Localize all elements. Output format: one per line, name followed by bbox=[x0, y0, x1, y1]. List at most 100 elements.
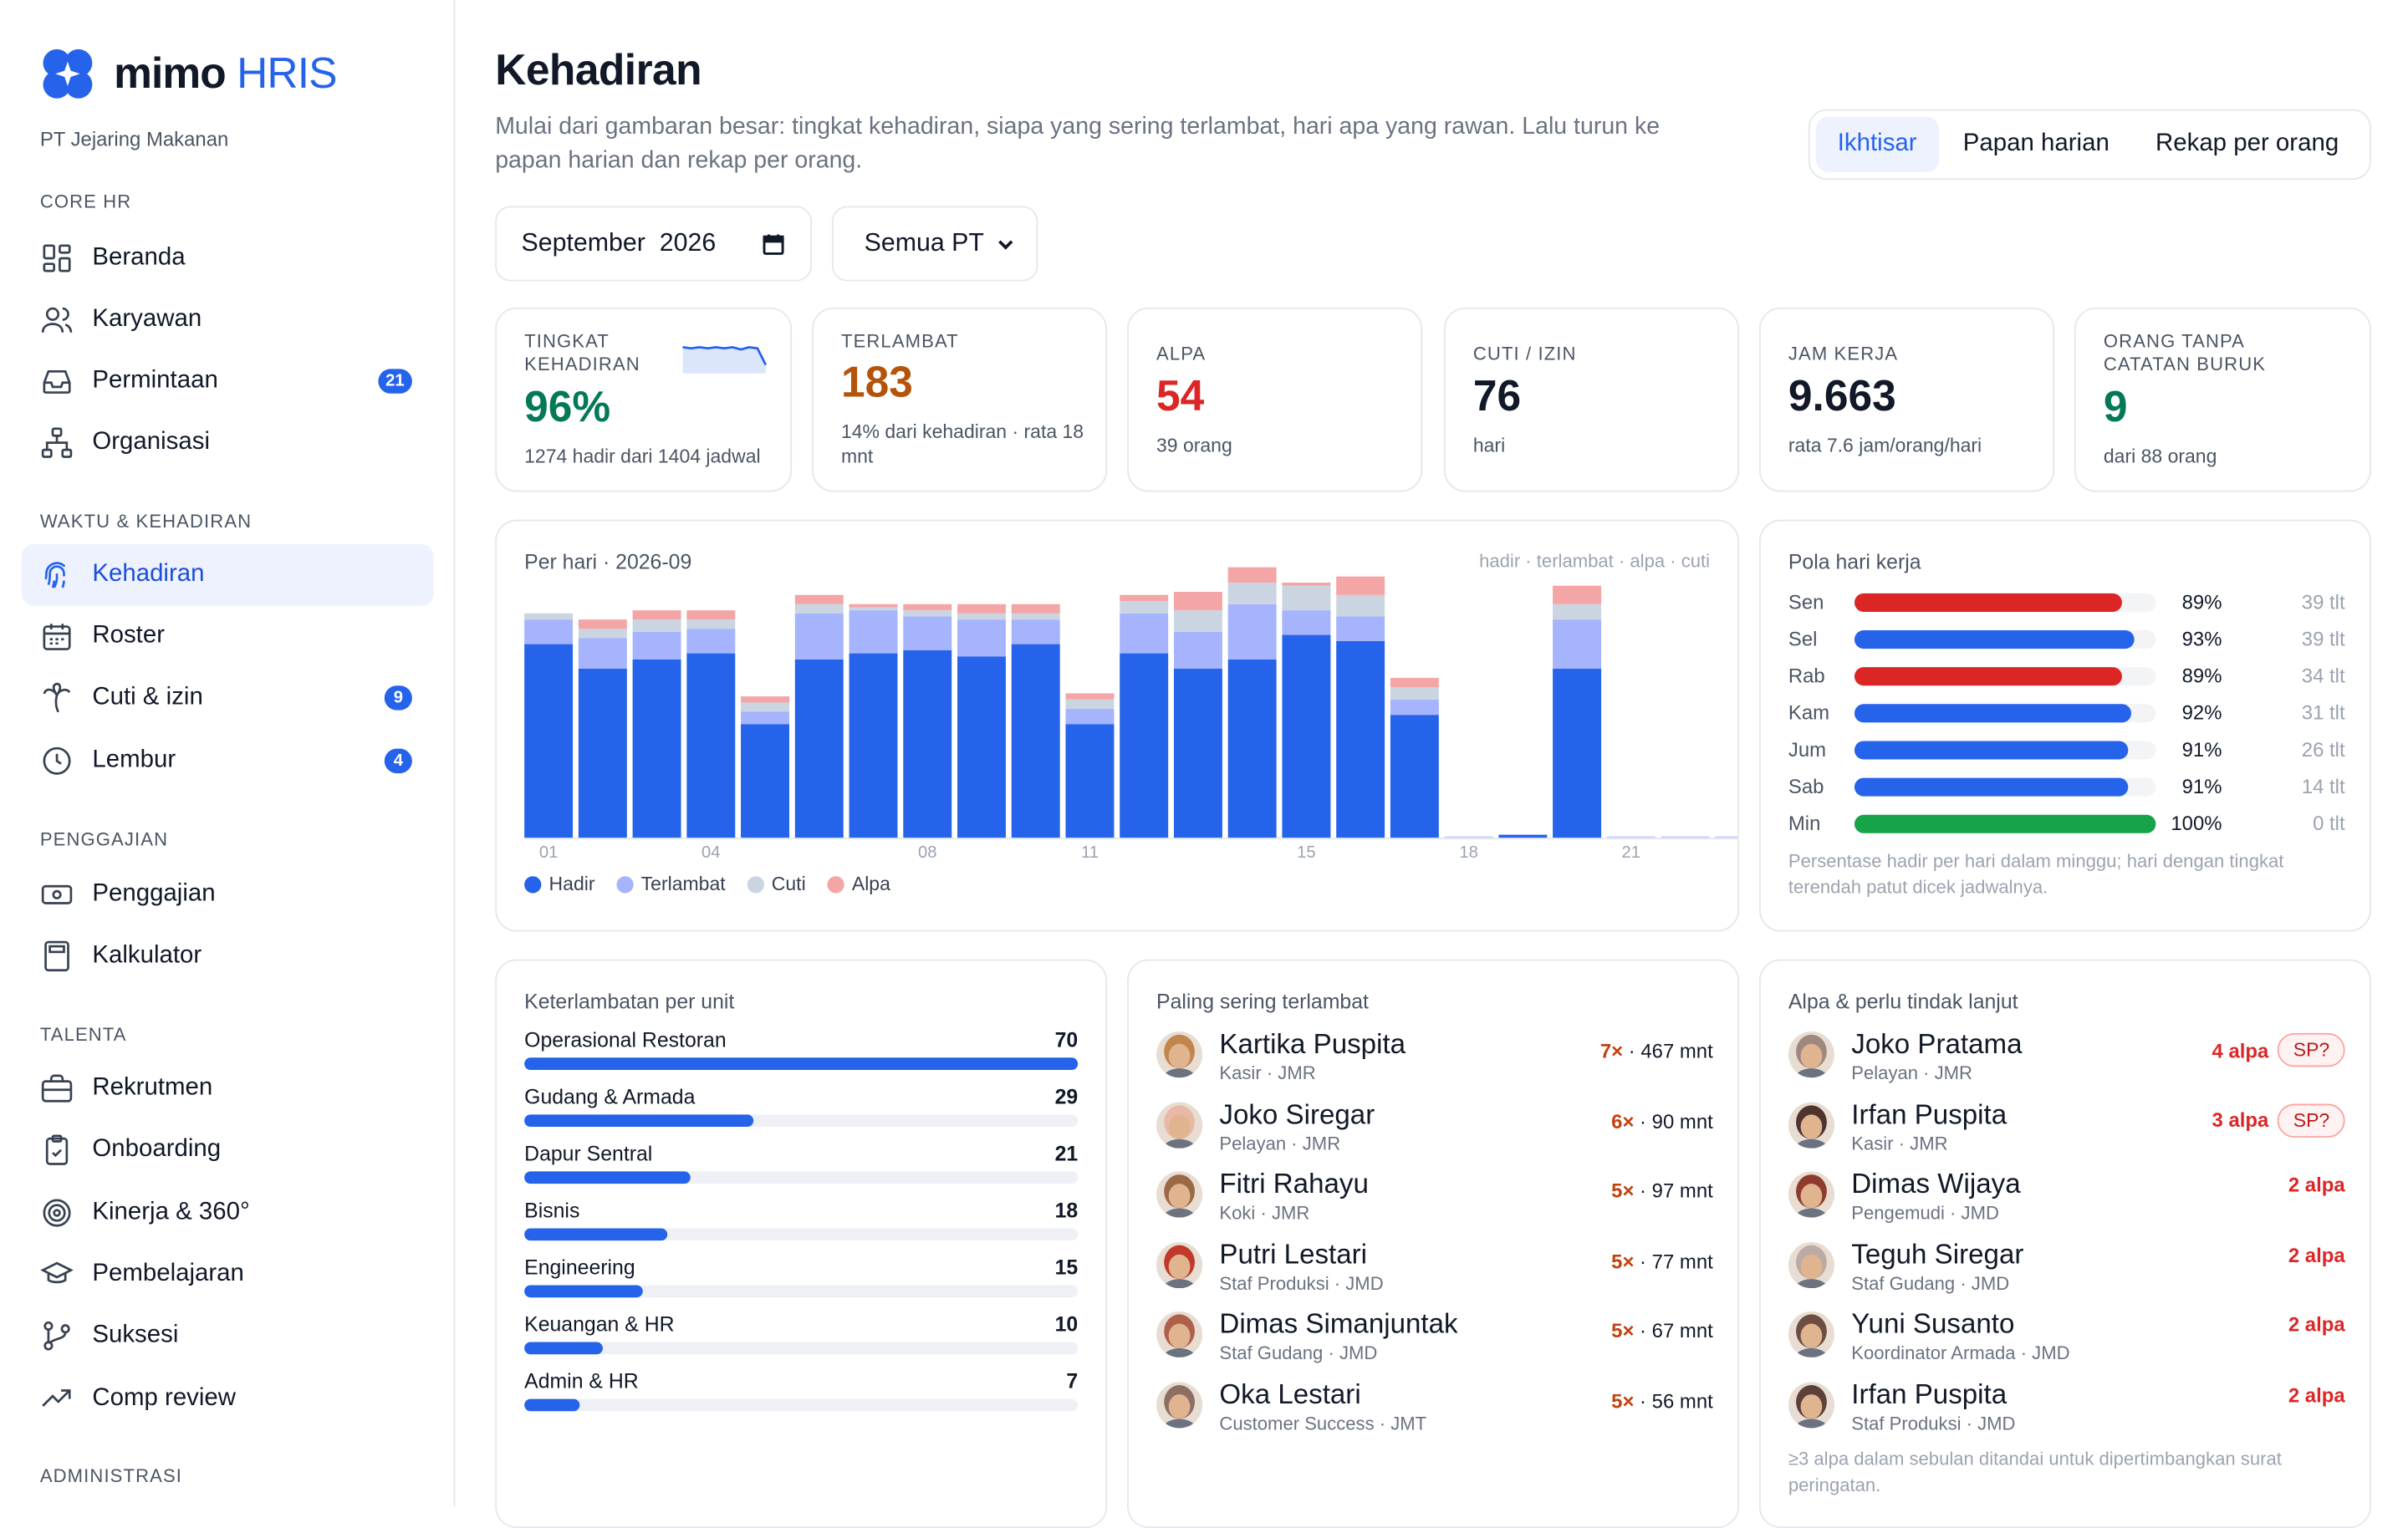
late-person-row[interactable]: Joko Siregar Pelayan · JMR 6× · 90 mnt bbox=[1156, 1098, 1713, 1160]
bar-alpa-04 bbox=[686, 610, 736, 620]
person-role: Staf Gudang · JMD bbox=[1851, 1272, 2010, 1295]
kpi-label: ORANG TANPA CATATAN BURUK bbox=[2103, 330, 2267, 375]
legend-swatch bbox=[747, 875, 764, 893]
sidebar-item-comp-review[interactable]: Comp review bbox=[22, 1368, 434, 1430]
attendance-sparkline bbox=[682, 346, 768, 374]
x-tick-label: 18 bbox=[1459, 843, 1478, 862]
graduation-cap-icon bbox=[40, 1261, 74, 1284]
absent-followup-card: Alpa & perlu tindak lanjut Joko Pratama P… bbox=[1758, 959, 2371, 1528]
day-bar-track bbox=[1854, 704, 2156, 723]
late-person-row[interactable]: Kartika Puspita Kasir · JMR 7× · 467 mnt bbox=[1156, 1028, 1713, 1090]
calendar-icon bbox=[43, 624, 71, 650]
sidebar-item-kalkulator[interactable]: Kalkulator bbox=[22, 925, 434, 987]
absent-metric: 2 alpa bbox=[2288, 1313, 2345, 1337]
sp-action-badge[interactable]: SP? bbox=[2278, 1103, 2345, 1138]
chart-title: Per hari · 2026-09 bbox=[524, 550, 692, 573]
bar-hadir-05 bbox=[741, 724, 790, 838]
kpi-value: 9.663 bbox=[1788, 372, 1896, 420]
month-value: September 2026 bbox=[521, 229, 717, 257]
bar-alpa-15 bbox=[1282, 583, 1331, 586]
kpi-label: TINGKAT KEHADIRAN bbox=[524, 330, 640, 375]
day-label: Rab bbox=[1788, 664, 1825, 688]
kpi-card-kehadiran: TINGKAT KEHADIRAN 96% 1274 hadir dari 14… bbox=[495, 307, 793, 492]
person-name: Dimas Wijaya bbox=[1851, 1169, 2021, 1199]
day-bar-fill bbox=[1854, 814, 2156, 833]
absent-person-row[interactable]: Dimas Wijaya Pengemudi · JMD 2 alpa bbox=[1788, 1169, 2345, 1230]
late-person-row[interactable]: Oka Lestari Customer Success · JMT 5× · 56… bbox=[1156, 1379, 1713, 1441]
month-picker[interactable]: September 2026 bbox=[495, 206, 813, 282]
bar-alpa-07 bbox=[849, 604, 898, 608]
tab-papan-harian[interactable]: Papan harian bbox=[1962, 130, 2110, 157]
kpi-card-cuti-izin: CUTI / IZIN 76 hari bbox=[1443, 307, 1740, 492]
calendar-icon[interactable] bbox=[761, 232, 785, 256]
tab-ikhtisar[interactable]: Ikhtisar bbox=[1815, 116, 1939, 172]
day-pattern-row: Sab 91% 14 tlt bbox=[1788, 772, 2345, 802]
late-person-row[interactable]: Putri Lestari Staf Produksi · JMD 5× · 77 … bbox=[1156, 1239, 1713, 1301]
absent-person-row[interactable]: Irfan Puspita Staf Produksi · JMD 2 alpa bbox=[1788, 1379, 2345, 1441]
sidebar-item-organisasi[interactable]: Organisasi bbox=[22, 412, 434, 474]
bar-terlambat-13 bbox=[1173, 631, 1222, 670]
day-late-count: 0 tlt bbox=[2313, 812, 2345, 835]
late-person-row[interactable]: Fitri Rahayu Koki · JMR 5× · 97 mnt bbox=[1156, 1169, 1713, 1230]
sidebar-item-permintaan[interactable]: Permintaan 21 bbox=[22, 350, 434, 412]
avatar bbox=[1156, 1312, 1203, 1358]
avatar bbox=[1156, 1171, 1203, 1218]
bar-cuti-13 bbox=[1173, 610, 1222, 632]
sidebar-item-rekrutmen[interactable]: Rekrutmen bbox=[22, 1057, 434, 1119]
company-select[interactable]: Semua PT bbox=[831, 206, 1038, 282]
kpi-value: 96% bbox=[524, 382, 611, 430]
day-pattern-row: Kam 92% 31 tlt bbox=[1788, 698, 2345, 729]
day-label: Sel bbox=[1788, 627, 1818, 650]
sidebar-item-label: Kehadiran bbox=[92, 561, 205, 588]
late-metric: 7× · 467 mnt bbox=[1600, 1039, 1713, 1062]
sidebar-item-onboarding[interactable]: Onboarding bbox=[22, 1119, 434, 1181]
bar-terlambat-11 bbox=[1065, 708, 1115, 725]
tab-rekap-per-orang[interactable]: Rekap per orang bbox=[2155, 130, 2339, 157]
sidebar-item-kehadiran[interactable]: Kehadiran bbox=[21, 544, 434, 606]
late-person-row[interactable]: Dimas Simanjuntak Staf Gudang · JMD 5× · 6… bbox=[1156, 1309, 1713, 1371]
absent-person-row[interactable]: Teguh Siregar Staf Gudang · JMD 2 alpa bbox=[1788, 1239, 2345, 1301]
company-name: PT Jejaring Makanan bbox=[39, 127, 229, 151]
sp-action-badge[interactable]: SP? bbox=[2278, 1032, 2345, 1067]
avatar bbox=[1788, 1101, 1835, 1149]
day-percent: 91% bbox=[2181, 737, 2222, 761]
day-bar-track bbox=[1854, 667, 2156, 686]
bar-hadir-13 bbox=[1173, 669, 1222, 838]
kpi-label: CUTI / IZIN bbox=[1472, 343, 1577, 364]
absent-person-row[interactable]: Joko Pratama Pelayan · JMR 4 alpa SP? bbox=[1788, 1028, 2345, 1090]
sidebar-item-penggajian[interactable]: Penggajian bbox=[22, 864, 434, 926]
absent-metric: 3 alpa SP? bbox=[2212, 1103, 2345, 1138]
sidebar-item-karyawan[interactable]: Karyawan bbox=[22, 289, 434, 351]
sidebar-item-suksesi[interactable]: Suksesi bbox=[22, 1305, 434, 1367]
bar-alpa-10 bbox=[1011, 604, 1060, 614]
bar-hadir-02 bbox=[578, 669, 627, 838]
grid-icon bbox=[43, 244, 71, 272]
kpi-card-alpa: ALPA 54 39 orang bbox=[1127, 307, 1423, 492]
sidebar-item-roster[interactable]: Roster bbox=[22, 606, 434, 668]
sidebar-item-lembur[interactable]: Lembur 4 bbox=[22, 731, 434, 792]
brand[interactable]: mimo HRIS bbox=[40, 46, 337, 101]
x-tick-label: 01 bbox=[539, 843, 559, 862]
absent-note: ≥3 alpa dalam sebulan ditandai untuk dip… bbox=[1788, 1448, 2282, 1496]
sidebar-item-pembelajaran[interactable]: Pembelajaran bbox=[22, 1244, 434, 1306]
absent-person-row[interactable]: Yuni Susanto Koordinator Armada · JMD 2 al… bbox=[1788, 1309, 2345, 1371]
avatar bbox=[1156, 1101, 1203, 1149]
person-name: Teguh Siregar bbox=[1851, 1238, 2024, 1270]
bar-alpa-11 bbox=[1065, 693, 1115, 700]
sidebar-item-label: Kinerja & 360° bbox=[92, 1199, 250, 1225]
bar-terlambat-06 bbox=[794, 613, 844, 660]
bar-hadir-09 bbox=[957, 656, 1006, 838]
absent-count: 3 alpa bbox=[2212, 1108, 2269, 1132]
card-title: Paling sering terlambat bbox=[1156, 990, 1369, 1013]
absent-person-row[interactable]: Irfan Puspita Kasir · JMR 3 alpa SP? bbox=[1788, 1098, 2345, 1160]
sidebar-item-cuti-izin[interactable]: Cuti & izin 9 bbox=[22, 667, 434, 729]
legend-swatch bbox=[827, 875, 844, 893]
bar-alpa-03 bbox=[632, 610, 681, 620]
kpi-card-tanpa-catatan: ORANG TANPA CATATAN BURUK 9 dari 88 oran… bbox=[2074, 307, 2371, 492]
absent-count: 4 alpa bbox=[2212, 1038, 2269, 1062]
absent-metric: 2 alpa bbox=[2288, 1174, 2345, 1197]
section-waktu-kehadiran: WAKTU & KEHADIRAN bbox=[39, 510, 253, 532]
sidebar-item-beranda[interactable]: Beranda bbox=[22, 227, 434, 289]
day-percent: 89% bbox=[2181, 664, 2222, 688]
sidebar-item-kinerja[interactable]: Kinerja & 360° bbox=[22, 1182, 434, 1244]
